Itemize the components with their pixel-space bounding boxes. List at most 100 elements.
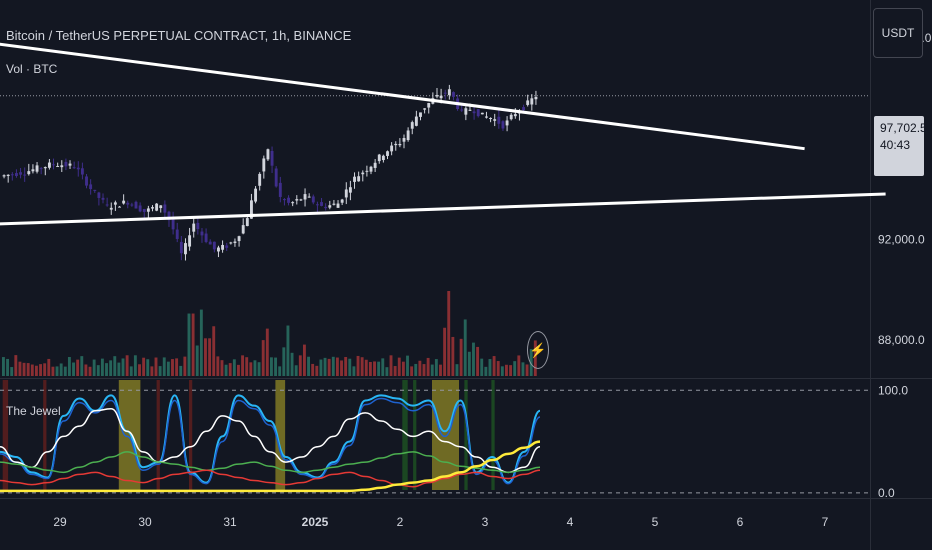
time-tick-label: 31 <box>223 515 237 529</box>
volume-bar <box>241 355 245 376</box>
candles <box>2 84 538 261</box>
trendlines <box>0 42 886 226</box>
candle-body <box>406 130 410 141</box>
candle-body <box>439 95 443 99</box>
volume-bar <box>249 362 253 376</box>
candle-body <box>85 176 88 186</box>
candle-body <box>336 203 340 208</box>
volume-bar <box>154 357 158 376</box>
candle-body <box>151 207 154 209</box>
candle-body <box>241 225 245 234</box>
candle-body <box>381 155 385 161</box>
candle-body <box>468 109 472 111</box>
candle-body <box>179 241 183 254</box>
volume-bar <box>472 342 475 376</box>
volume-bars <box>2 290 537 376</box>
volume-bar <box>212 326 216 376</box>
volume-bar <box>274 357 278 376</box>
candle-body <box>47 162 51 168</box>
volume-bar <box>418 360 422 376</box>
volume-bar <box>121 358 125 376</box>
volume-bar <box>208 338 212 376</box>
candle-body <box>447 89 451 96</box>
trendline <box>0 192 886 226</box>
volume-bar <box>92 359 96 376</box>
currency-button[interactable]: USDT <box>873 8 923 58</box>
candle-body <box>113 202 117 205</box>
volume-bar <box>216 356 220 376</box>
volume-bar <box>6 358 10 376</box>
volume-bar <box>142 357 146 376</box>
volume-bar <box>199 309 203 376</box>
volume-bar <box>22 362 26 376</box>
candle-body <box>311 196 315 203</box>
candle-body <box>212 241 216 250</box>
candle-body <box>291 202 295 204</box>
candle-body <box>109 207 113 210</box>
candle-body <box>303 194 307 200</box>
oscillator-highlight <box>43 380 47 490</box>
volume-bar <box>150 366 154 376</box>
volume-bar <box>525 364 529 376</box>
candle-body <box>489 118 493 120</box>
candle-body <box>361 172 365 175</box>
volume-bar <box>476 346 480 376</box>
candle-body <box>167 211 171 221</box>
oscillator-highlight <box>156 380 160 490</box>
oscillator-line <box>0 394 541 484</box>
candle-body <box>221 244 225 250</box>
candle-body <box>501 121 505 129</box>
candle-body <box>452 92 455 97</box>
candle-body <box>530 98 534 105</box>
candle-body <box>340 199 344 203</box>
volume-bar <box>282 347 286 376</box>
candle-body <box>126 202 130 205</box>
price-tick-label: 92,000.0 <box>878 232 925 246</box>
volume-bar <box>183 356 187 376</box>
candle-body <box>208 241 212 245</box>
volume-bar <box>344 357 348 376</box>
oscillator-line <box>0 440 541 493</box>
candle-body <box>155 203 159 211</box>
candle-body <box>513 114 517 117</box>
candle-body <box>353 176 356 182</box>
time-tick-label: 4 <box>567 515 574 529</box>
volume-bar <box>67 357 71 376</box>
volume-bar <box>286 325 290 376</box>
volume-bar <box>401 361 405 376</box>
candle-body <box>146 208 150 212</box>
candle-body <box>138 205 142 212</box>
candle-body <box>229 242 233 244</box>
candle-body <box>225 245 229 248</box>
candle-body <box>493 119 497 121</box>
volume-bar <box>496 361 500 376</box>
candle-body <box>64 161 68 167</box>
volume-bar <box>389 355 393 376</box>
candle-body <box>97 192 101 198</box>
candle-body <box>105 204 109 206</box>
oscillator-highlight <box>189 380 193 490</box>
volume-bar <box>340 360 343 376</box>
candle-body <box>472 111 476 114</box>
volume-bar <box>302 344 306 376</box>
candle-body <box>307 196 311 198</box>
volume-bar <box>30 364 34 376</box>
time-tick-label: 5 <box>652 515 659 529</box>
candle-body <box>19 172 22 175</box>
candle-body <box>332 203 336 205</box>
lightning-icon[interactable]: ⚡ <box>527 331 549 369</box>
candle-body <box>423 108 427 110</box>
volume-bar <box>76 359 80 376</box>
volume-bar <box>505 364 508 376</box>
volume-bar <box>410 366 414 376</box>
volume-bar <box>26 363 30 376</box>
candle-body <box>6 174 10 176</box>
volume-bar <box>327 358 331 376</box>
candle-body <box>175 229 179 239</box>
candle-body <box>505 120 509 126</box>
volume-bar <box>484 366 488 376</box>
volume-bar <box>513 361 517 376</box>
volume-bar <box>113 356 117 376</box>
price-tick-label: 88,000.0 <box>878 333 925 347</box>
